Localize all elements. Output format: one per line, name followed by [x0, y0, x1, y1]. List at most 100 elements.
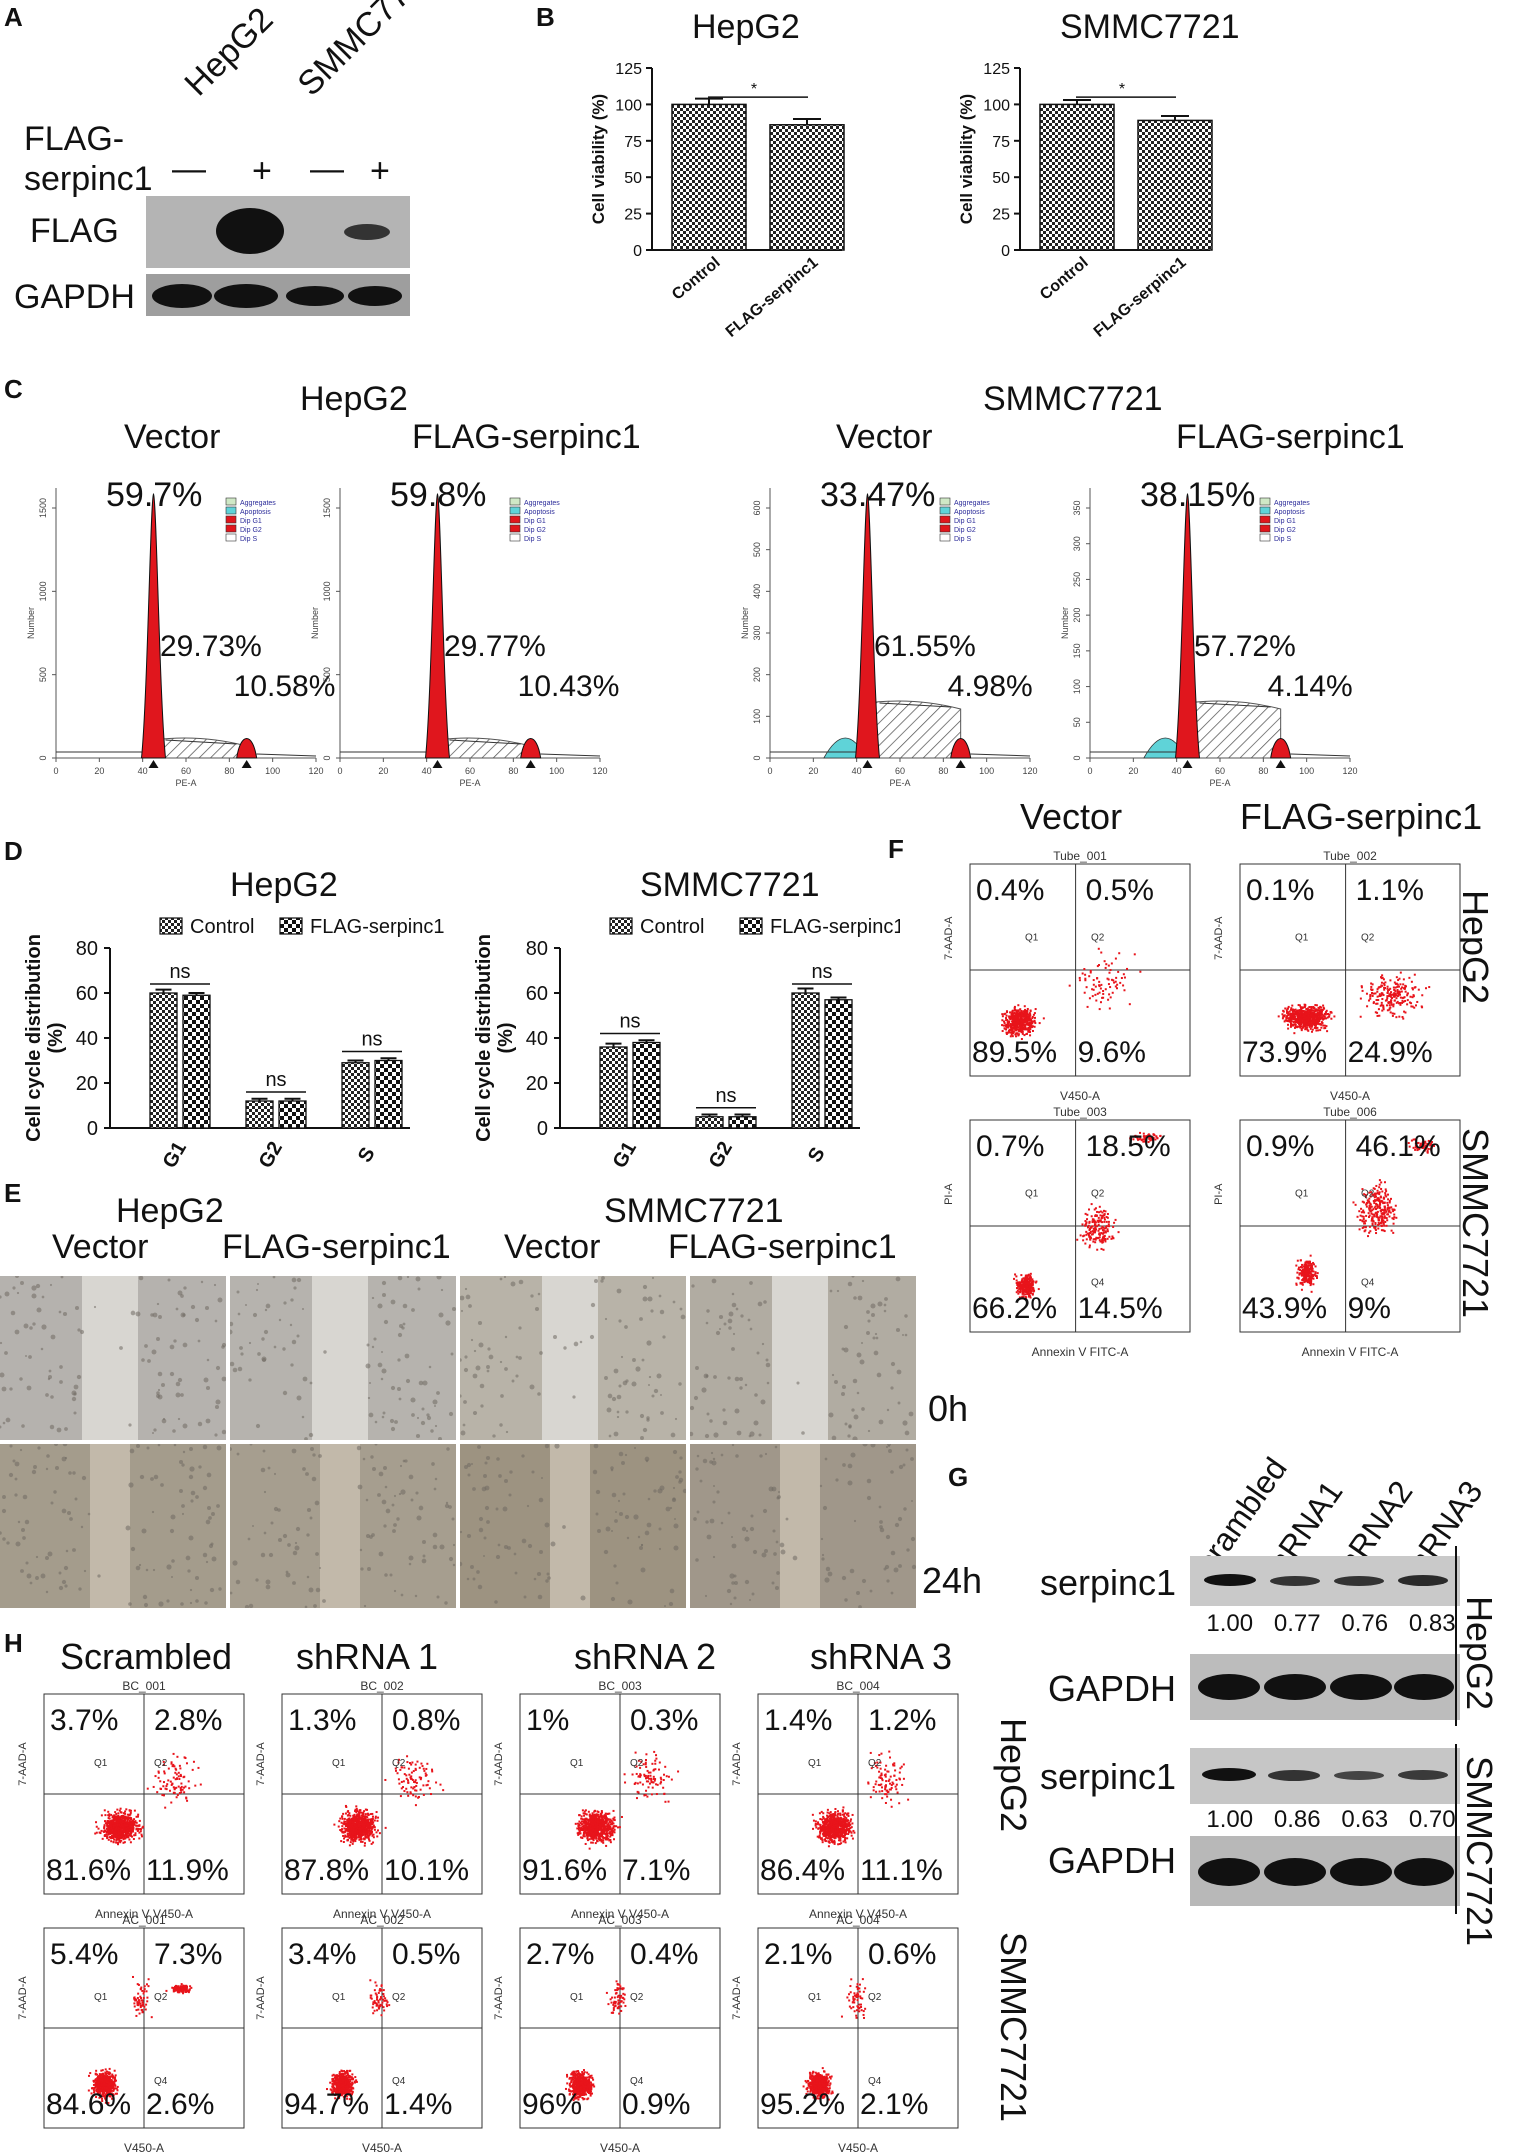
flow-dot	[1372, 1193, 1375, 1196]
flow-dot	[1393, 1208, 1396, 1211]
flow-dot	[104, 1822, 107, 1825]
flow-dot	[1308, 1270, 1311, 1273]
flow-dot	[1309, 1254, 1312, 1257]
flow-dot	[1314, 1271, 1317, 1274]
flow-dot	[1302, 1010, 1305, 1013]
pct-right: 10.43%	[518, 670, 620, 703]
flow-dot	[101, 1837, 104, 1840]
flow-dot	[400, 1787, 403, 1790]
hist-y-label: Number	[1060, 607, 1070, 639]
flow-dot	[1024, 1015, 1027, 1018]
flow-dot	[602, 1841, 605, 1844]
flow-dot	[350, 1823, 353, 1826]
flow-dot	[1328, 1013, 1331, 1016]
flow-dot	[428, 1787, 431, 1790]
flow-dot	[1026, 1287, 1029, 1290]
g-band-2	[1270, 1576, 1320, 1586]
flow-dot	[128, 1819, 131, 1822]
flow-dot	[1308, 1012, 1311, 1015]
flow-dot	[110, 1820, 113, 1823]
flow-dot	[367, 1813, 370, 1816]
legend-swatch	[939, 506, 951, 515]
flow-dot	[359, 1809, 362, 1812]
y-tick-label: 40	[526, 1028, 548, 1050]
flow-dot	[582, 1835, 585, 1838]
y-tick-label: 80	[526, 938, 548, 960]
flow-dot	[103, 1820, 106, 1823]
flow-dot	[1021, 1295, 1024, 1298]
flow-dot	[357, 1818, 360, 1821]
quad-lr: 24.9%	[1348, 1036, 1433, 1069]
flow-dot	[1296, 1015, 1299, 1018]
flow-dot	[1328, 1015, 1331, 1018]
flow-dot	[1095, 999, 1098, 1002]
flow-dot	[425, 1784, 428, 1787]
flow-dot	[1015, 1021, 1018, 1024]
flow-dot	[1384, 1188, 1387, 1191]
flow-dot	[1018, 1014, 1021, 1017]
flow-dot	[1290, 1018, 1293, 1021]
flow-dot	[1302, 1278, 1305, 1281]
flow-dot	[1030, 1026, 1033, 1029]
flow-dot	[1148, 1137, 1151, 1140]
flow-dot	[118, 1827, 121, 1830]
flow-dot	[406, 1761, 409, 1764]
flow-dot	[347, 1835, 350, 1838]
blot-label-gapdh: GAPDH	[14, 278, 135, 316]
flow-dot	[423, 1769, 426, 1772]
cell-texture	[693, 1444, 916, 1608]
flow-dot	[1422, 1142, 1425, 1145]
flow-dot	[1100, 983, 1103, 986]
flow-dot	[1105, 1220, 1108, 1223]
flow-dot	[583, 1830, 586, 1833]
flow-dot	[1312, 1015, 1315, 1018]
flow-dot	[1373, 1202, 1376, 1205]
y-tick-label: 0	[537, 1118, 548, 1140]
hist-x-label: PE-A	[1209, 778, 1230, 788]
x-tick-label: G2	[705, 1138, 737, 1172]
flow-dot	[1089, 1236, 1092, 1239]
flow-dot	[135, 1827, 138, 1830]
flow-dot	[1090, 1233, 1093, 1236]
flow-dot	[1005, 1033, 1008, 1036]
flow-dot	[1393, 1213, 1396, 1216]
quad-ur: 46.1%	[1356, 1130, 1441, 1163]
flow-dot	[1032, 1020, 1035, 1023]
flow-dot	[1028, 1015, 1031, 1018]
flow-dot	[1310, 1270, 1313, 1273]
q2-label: Q2	[1361, 1188, 1375, 1199]
flow-dot	[1307, 1264, 1310, 1267]
flow-dot	[1090, 1203, 1093, 1206]
flow-dot	[176, 1755, 179, 1758]
flow-dot	[112, 1816, 115, 1819]
flow-y-label: PI-A	[1213, 1183, 1225, 1205]
flow-dot	[1009, 1011, 1012, 1014]
flow-dot	[1147, 1135, 1150, 1138]
s-phase-region	[867, 700, 962, 759]
flow-dot	[1388, 1008, 1391, 1011]
flow-dot	[1315, 1023, 1318, 1026]
flow-dot	[333, 1823, 336, 1826]
flow-dot	[1023, 1281, 1026, 1284]
y-tick-label: 60	[76, 983, 98, 1005]
wound-photo	[460, 1276, 686, 1440]
c-title-4: FLAG-serpinc1	[1176, 418, 1405, 456]
q1-label: Q1	[1025, 1188, 1039, 1199]
flow-dot	[361, 1823, 364, 1826]
flow-dot	[1406, 992, 1409, 995]
flow-dot	[1024, 1020, 1027, 1023]
flow-dot	[140, 1835, 143, 1838]
e-group-smmc7721: SMMC7721	[604, 1192, 784, 1230]
g-val-hep-2: 0.77	[1273, 1610, 1321, 1637]
flow-dot	[1015, 1025, 1018, 1028]
flow-dot	[591, 1812, 594, 1815]
flow-dot	[1301, 1270, 1304, 1273]
flow-dot	[1022, 1292, 1025, 1295]
flow-dot	[119, 1827, 122, 1830]
flow-dot	[1414, 986, 1417, 989]
flow-dot	[1412, 1138, 1415, 1141]
flow-dot	[1095, 1228, 1098, 1231]
flow-dot	[1303, 1281, 1306, 1284]
flow-dot	[1033, 1025, 1036, 1028]
